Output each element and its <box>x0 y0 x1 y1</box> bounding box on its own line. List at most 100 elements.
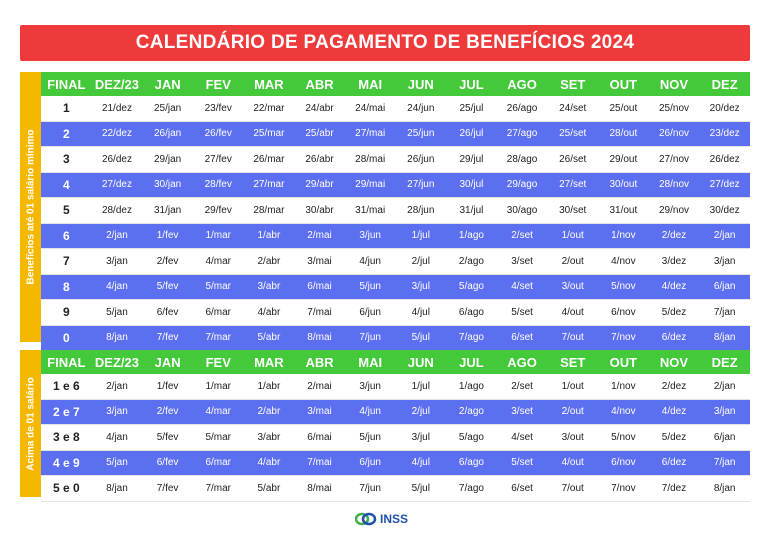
payment-date-cell: 30/abr <box>294 197 345 224</box>
section-min-salary: Benefícios até 01 salário mínimo FINAL DE… <box>20 72 750 351</box>
table-row: 6 2/jan 1/fev 1/mar 1/abr 2/mai 3/jun 1/jul 1/ag… <box>41 223 750 249</box>
table-row: 4 e 9 5/jan 6/fev 6/mar 4/abr 7/mai 6/jun 4/jul… <box>41 450 750 476</box>
payment-date-cell: 6/set <box>496 325 548 351</box>
payment-date-cell: 1/mar <box>192 374 244 400</box>
payment-date-cell: 6/ago <box>446 450 497 476</box>
column-header: AGO <box>496 72 548 96</box>
table-row: 3 e 8 4/jan 5/fev 5/mar 3/abr 6/mai 5/jun 3/jul… <box>41 424 750 451</box>
payment-date-cell: 4/jan <box>91 424 143 451</box>
payment-date-cell: 27/nov <box>648 146 700 173</box>
payment-date-cell: 1/jul <box>395 374 447 400</box>
payment-date-cell: 26/dez <box>91 146 143 173</box>
column-header: JAN <box>142 72 193 96</box>
payment-date-cell: 5/abr <box>243 325 295 351</box>
payment-date-cell: 6/dez <box>648 450 700 476</box>
final-digit-cell: 2 e 7 <box>41 399 92 425</box>
payment-date-cell: 2/out <box>547 399 599 425</box>
payment-date-cell: 8/mai <box>294 475 345 502</box>
payment-date-cell: 28/nov <box>648 172 700 198</box>
payment-date-cell: 6/jan <box>699 274 750 300</box>
payment-date-cell: 5/fev <box>142 424 193 451</box>
payment-date-cell: 2/ago <box>446 399 497 425</box>
payment-date-cell: 3/abr <box>243 424 295 451</box>
final-digit-cell: 9 <box>41 299 92 326</box>
column-header: SET <box>547 350 599 374</box>
payment-date-cell: 2/jan <box>699 374 750 400</box>
section-above-salary-label: Acima de 01 salário <box>25 376 36 471</box>
payment-date-cell: 3/dez <box>648 248 700 275</box>
final-digit-cell: 5 <box>41 197 92 224</box>
column-header: OUT <box>598 350 649 374</box>
payment-table-min-salary: FINAL DEZ/23 JAN FEV MAR ABR MAI JUN JUL AGO SET OU… <box>41 72 750 351</box>
payment-date-cell: 30/ago <box>496 197 548 224</box>
payment-date-cell: 27/jun <box>395 172 447 198</box>
payment-date-cell: 3/jan <box>699 399 750 425</box>
payment-date-cell: 2/jan <box>91 223 143 249</box>
payment-date-cell: 26/dez <box>699 146 750 173</box>
section-above-salary: Acima de 01 salário FINAL DEZ/23 JAN FEV MAR… <box>20 350 750 502</box>
column-header: DEZ <box>699 72 750 96</box>
payment-date-cell: 25/set <box>547 121 599 147</box>
payment-date-cell: 4/out <box>547 299 599 326</box>
final-digit-cell: 3 e 8 <box>41 424 92 451</box>
payment-date-cell: 2/fev <box>142 399 193 425</box>
table-row: 5 e 0 8/jan 7/fev 7/mar 5/abr 8/mai 7/jun 5/jul… <box>41 475 750 502</box>
payment-date-cell: 6/mai <box>294 424 345 451</box>
payment-date-cell: 4/nov <box>598 399 649 425</box>
payment-date-cell: 2/abr <box>243 399 295 425</box>
payment-date-cell: 5/jul <box>395 475 447 502</box>
final-digit-cell: 5 e 0 <box>41 475 92 502</box>
payment-date-cell: 29/jul <box>446 146 497 173</box>
payment-date-cell: 4/mar <box>192 248 244 275</box>
payment-date-cell: 3/mai <box>294 399 345 425</box>
payment-date-cell: 1/abr <box>243 374 295 400</box>
payment-date-cell: 28/dez <box>91 197 143 224</box>
final-digit-cell: 8 <box>41 274 92 300</box>
section-min-salary-label: Benefícios até 01 salário mínimo <box>25 129 36 285</box>
payment-date-cell: 1/out <box>547 223 599 249</box>
final-digit-cell: 1 e 6 <box>41 374 92 400</box>
payment-date-cell: 3/jul <box>395 274 447 300</box>
payment-date-cell: 4/dez <box>648 399 700 425</box>
payment-date-cell: 23/dez <box>699 121 750 147</box>
payment-date-cell: 4/abr <box>243 299 295 326</box>
payment-date-cell: 26/jul <box>446 121 497 147</box>
payment-date-cell: 7/mai <box>294 299 345 326</box>
payment-date-cell: 30/out <box>598 172 649 198</box>
payment-date-cell: 24/jun <box>395 96 447 122</box>
payment-date-cell: 7/out <box>547 475 599 502</box>
payment-date-cell: 29/ago <box>496 172 548 198</box>
payment-date-cell: 6/mar <box>192 450 244 476</box>
table-row: 5 28/dez 31/jan 29/fev 28/mar 30/abr 31/mai 28/… <box>41 197 750 224</box>
payment-date-cell: 31/jan <box>142 197 193 224</box>
final-digit-cell: 3 <box>41 146 92 173</box>
payment-date-cell: 30/jan <box>142 172 193 198</box>
payment-date-cell: 28/mai <box>344 146 396 173</box>
final-digit-cell: 0 <box>41 325 92 351</box>
payment-date-cell: 4/mar <box>192 399 244 425</box>
table-row: 1 e 6 2/jan 1/fev 1/mar 1/abr 2/mai 3/jun 1/jul… <box>41 374 750 400</box>
table-row: 2 22/dez 26/jan 26/fev 25/mar 25/abr 27/mai 25/… <box>41 121 750 147</box>
column-header: MAI <box>344 350 396 374</box>
payment-date-cell: 25/out <box>598 96 649 122</box>
section-min-salary-sidebar: Benefícios até 01 salário mínimo <box>20 72 41 342</box>
final-digit-cell: 7 <box>41 248 92 275</box>
payment-date-cell: 29/out <box>598 146 649 173</box>
payment-date-cell: 4/jun <box>344 248 396 275</box>
table-row: 0 8/jan 7/fev 7/mar 5/abr 8/mai 7/jun 5/jul 7/ag… <box>41 325 750 351</box>
payment-date-cell: 5/dez <box>648 424 700 451</box>
payment-date-cell: 8/jan <box>91 325 143 351</box>
payment-date-cell: 26/set <box>547 146 599 173</box>
column-header: JUL <box>446 350 497 374</box>
payment-date-cell: 6/jun <box>344 299 396 326</box>
column-header: MAR <box>243 350 295 374</box>
payment-date-cell: 5/jun <box>344 424 396 451</box>
payment-date-cell: 29/mai <box>344 172 396 198</box>
column-header: JUN <box>395 72 447 96</box>
column-header: MAI <box>344 72 396 96</box>
payment-date-cell: 4/jun <box>344 399 396 425</box>
final-digit-cell: 2 <box>41 121 92 147</box>
payment-date-cell: 20/dez <box>699 96 750 122</box>
payment-date-cell: 26/jun <box>395 146 447 173</box>
table-row: 3 26/dez 29/jan 27/fev 26/mar 26/abr 28/mai 26/… <box>41 146 750 173</box>
